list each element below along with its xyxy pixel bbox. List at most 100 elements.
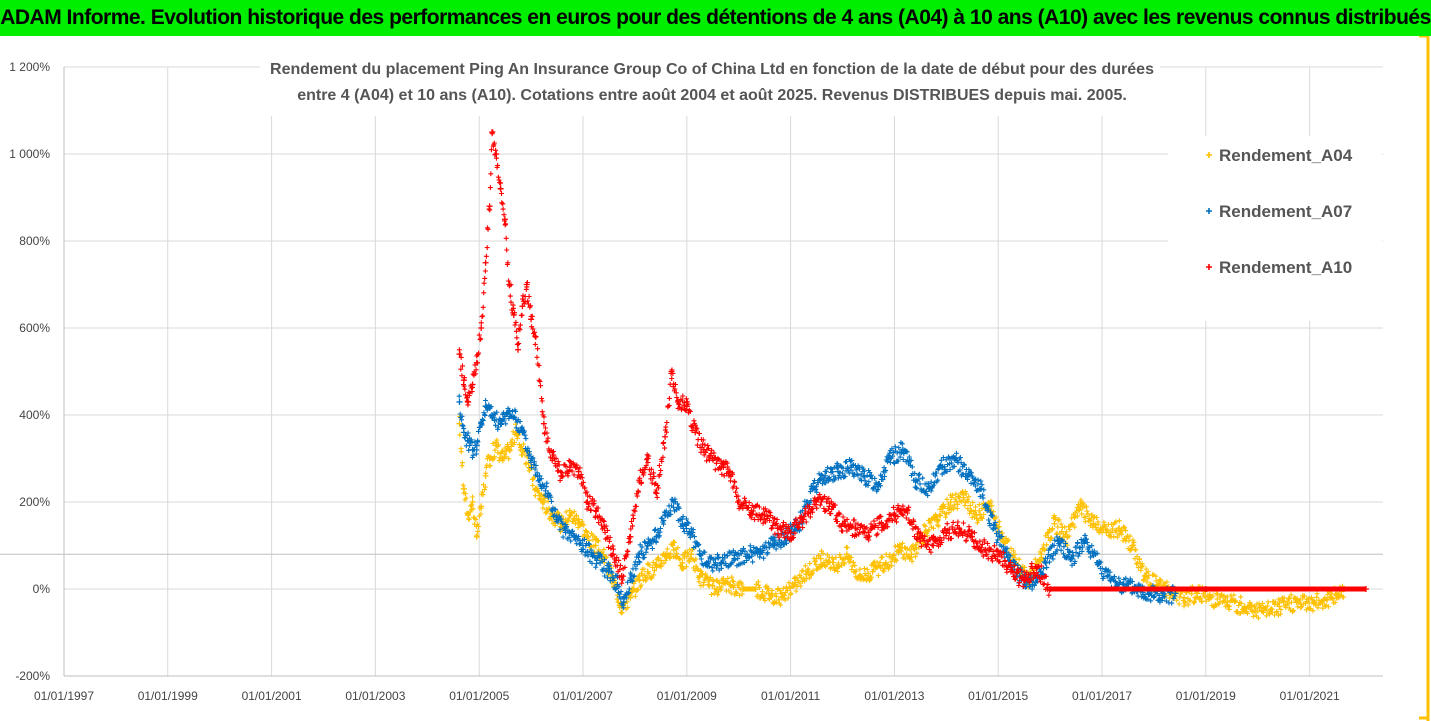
data-point <box>1362 586 1369 592</box>
data-point <box>575 468 582 475</box>
legend-label: Rendement_A04 <box>1219 146 1353 165</box>
data-point <box>874 481 881 488</box>
data-point <box>891 512 898 519</box>
x-tick-label: 01/01/2011 <box>761 689 820 703</box>
series-rendement-a07 <box>456 393 1179 611</box>
data-point <box>1224 599 1231 606</box>
data-point <box>904 507 911 514</box>
x-axis-tick-labels: 01/01/1997 01/01/1999 01/01/2001 01/01/2003… <box>34 689 1340 703</box>
data-point <box>605 568 612 575</box>
data-point <box>473 533 480 540</box>
data-point <box>1276 603 1283 610</box>
data-point <box>592 507 599 514</box>
data-point <box>809 485 816 492</box>
data-point <box>912 477 919 484</box>
data-point <box>653 533 660 540</box>
data-point <box>478 503 485 510</box>
data-point <box>575 516 582 523</box>
data-point <box>456 351 463 358</box>
data-point <box>1202 586 1209 592</box>
x-tick-label: 01/01/1997 <box>34 689 94 703</box>
data-point <box>1107 577 1114 584</box>
data-point <box>1047 586 1054 592</box>
data-point <box>486 203 493 210</box>
data-point <box>515 346 522 353</box>
data-point <box>584 533 591 540</box>
x-tick-label: 01/01/2015 <box>968 689 1028 703</box>
data-point <box>1007 568 1014 575</box>
data-point <box>705 559 712 566</box>
data-point <box>1038 551 1045 558</box>
data-point <box>456 420 463 427</box>
data-point <box>731 555 738 562</box>
data-point <box>995 551 1002 558</box>
x-tick-label: 01/01/2017 <box>1072 689 1132 703</box>
data-point <box>618 572 625 579</box>
data-point <box>861 472 868 479</box>
data-point <box>610 551 617 558</box>
data-point <box>718 464 725 471</box>
data-point <box>532 333 539 340</box>
data-point <box>478 325 485 331</box>
data-point <box>469 446 476 453</box>
data-point <box>636 477 643 484</box>
data-point <box>558 472 565 479</box>
data-point <box>469 381 476 388</box>
data-point <box>497 420 504 427</box>
data-point <box>960 494 967 501</box>
data-point <box>627 577 634 584</box>
data-point <box>696 551 703 558</box>
data-point <box>510 311 517 318</box>
data-point <box>696 572 703 579</box>
data-point <box>519 446 526 453</box>
data-point <box>465 438 472 445</box>
data-point <box>536 472 543 479</box>
data-point <box>1129 542 1136 549</box>
data-point <box>1159 594 1166 601</box>
data-point <box>465 512 472 519</box>
data-point <box>1064 533 1071 540</box>
data-point <box>800 516 807 523</box>
grid-lines <box>0 66 1383 677</box>
chart-title-line-2: entre 4 (A04) et 10 ans (A10). Cotations… <box>297 87 1127 104</box>
data-point <box>748 507 755 514</box>
data-point <box>519 303 526 310</box>
data-point <box>545 490 552 497</box>
data-point <box>1142 572 1149 579</box>
legend-marker <box>1206 208 1212 214</box>
data-point <box>499 455 506 462</box>
data-point <box>990 525 997 532</box>
data-point <box>1103 529 1110 536</box>
data-point <box>930 542 937 549</box>
data-point <box>489 412 496 418</box>
data-point <box>493 442 500 449</box>
data-point <box>636 577 643 584</box>
data-point <box>653 564 660 571</box>
y-axis-tick-labels: -200% 0% 200% 400% 600% 800% 1 000% 1 200% <box>9 60 50 683</box>
data-point <box>1181 594 1188 601</box>
data-point <box>614 581 621 588</box>
data-point <box>460 485 467 492</box>
data-point <box>770 542 777 549</box>
data-point <box>705 581 712 588</box>
data-point <box>506 446 513 453</box>
data-point <box>670 546 677 553</box>
data-point <box>774 525 781 532</box>
data-point <box>865 529 872 536</box>
data-point <box>1029 581 1036 588</box>
data-point <box>778 594 785 601</box>
data-point <box>506 407 513 414</box>
data-point <box>852 525 859 532</box>
data-point <box>519 429 526 436</box>
data-point <box>493 151 500 157</box>
data-point <box>925 485 932 492</box>
data-point <box>1311 599 1318 606</box>
data-point <box>653 490 660 497</box>
data-point <box>456 398 463 405</box>
data-point <box>843 551 850 558</box>
legend-label: Rendement_A10 <box>1219 258 1352 277</box>
report-title: ADAM Informe. Evolution historique des p… <box>0 0 1431 36</box>
data-point <box>951 455 958 462</box>
y-tick-label: 600% <box>19 321 50 335</box>
data-point <box>460 429 467 436</box>
